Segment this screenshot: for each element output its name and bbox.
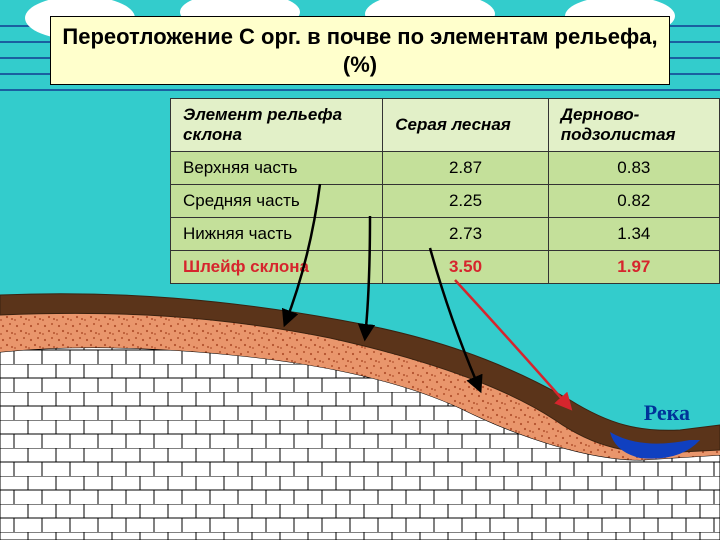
row-label: Средняя часть: [171, 185, 383, 218]
row-value: 3.50: [383, 251, 548, 284]
table-row: Средняя часть2.250.82: [171, 185, 720, 218]
row-value: 1.97: [548, 251, 719, 284]
row-value: 2.87: [383, 152, 548, 185]
table-header: Элемент рельефа склона: [171, 99, 383, 152]
river-label: Река: [644, 400, 690, 426]
table-row: Верхняя часть2.870.83: [171, 152, 720, 185]
row-value: 2.73: [383, 218, 548, 251]
row-value: 2.25: [383, 185, 548, 218]
chart-title: Переотложение С орг. в почве по элемента…: [50, 16, 670, 85]
row-label: Шлейф склона: [171, 251, 383, 284]
row-value: 0.82: [548, 185, 719, 218]
soil-data-table: Элемент рельефа склонаСерая леснаяДернов…: [170, 98, 720, 284]
table-row: Нижняя часть2.731.34: [171, 218, 720, 251]
row-value: 0.83: [548, 152, 719, 185]
row-label: Верхняя часть: [171, 152, 383, 185]
table-header: Серая лесная: [383, 99, 548, 152]
table-row: Шлейф склона3.501.97: [171, 251, 720, 284]
row-label: Нижняя часть: [171, 218, 383, 251]
chart-title-text: Переотложение С орг. в почве по элемента…: [62, 24, 657, 77]
table-header: Дерново-подзолистая: [548, 99, 719, 152]
row-value: 1.34: [548, 218, 719, 251]
river-label-text: Река: [644, 400, 690, 425]
